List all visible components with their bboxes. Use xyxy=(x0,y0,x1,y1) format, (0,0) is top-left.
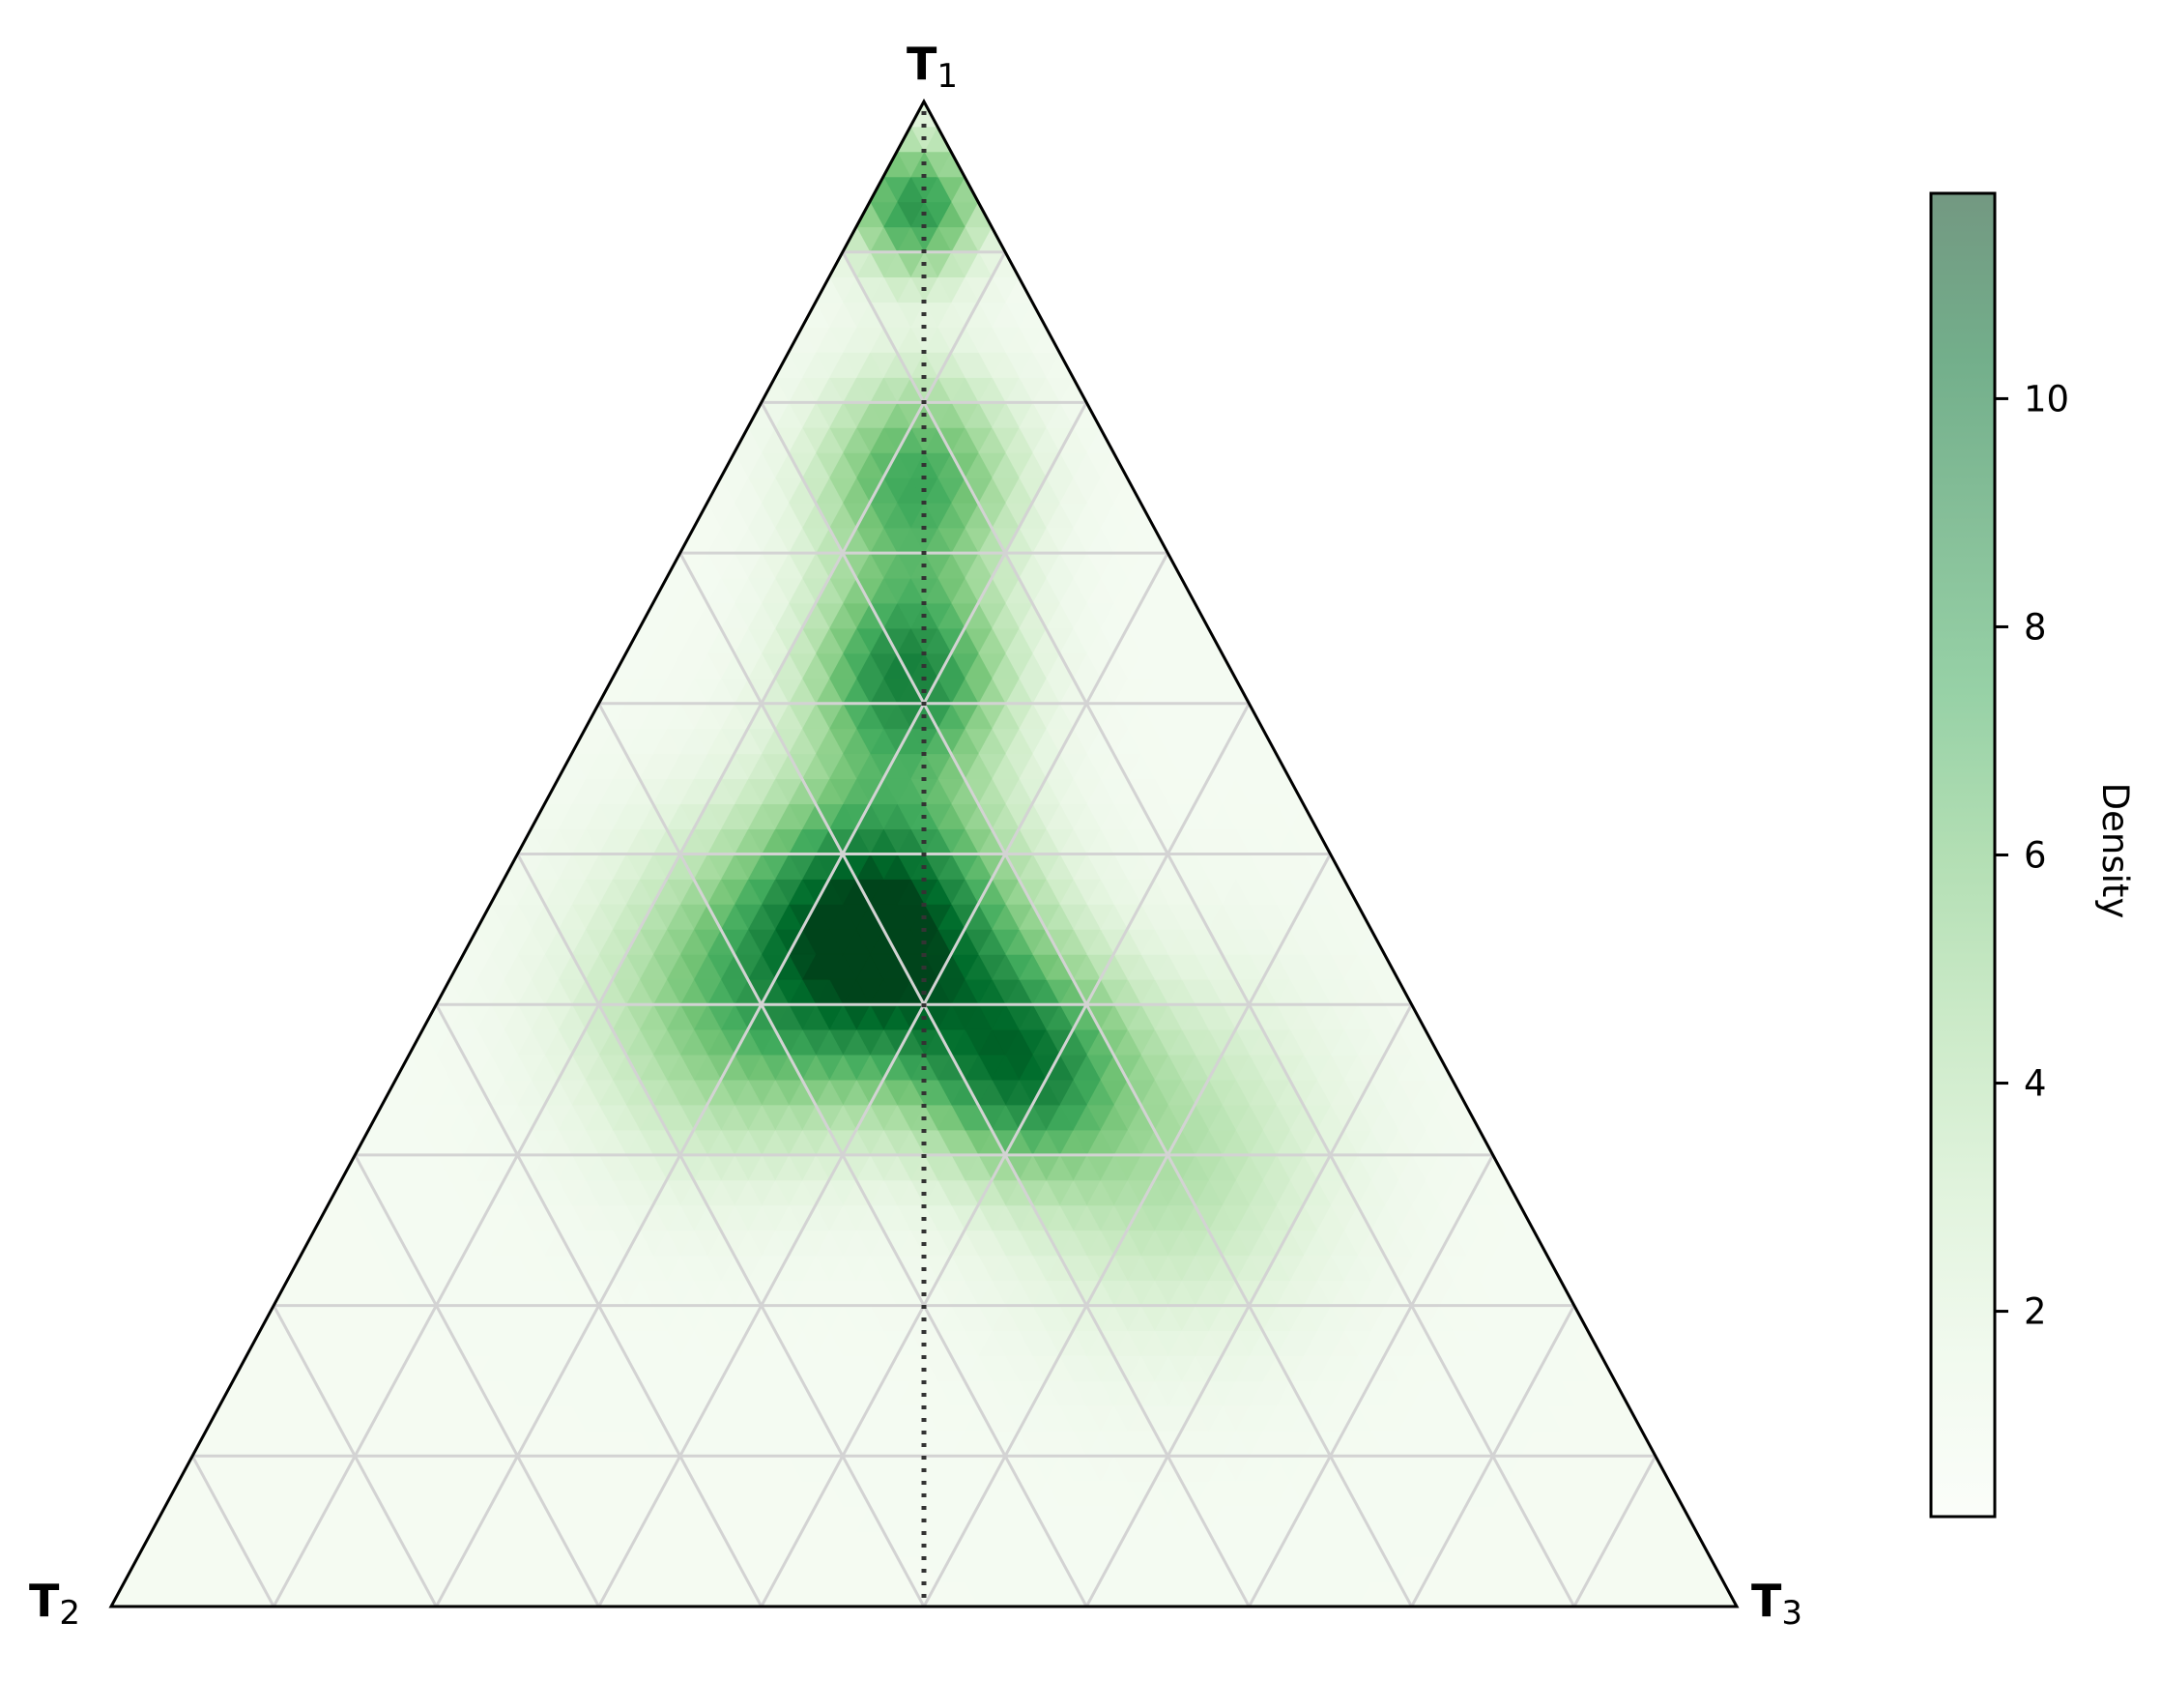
vertex-t3-letter: T xyxy=(1751,1575,1782,1627)
vertex-t1-subscript: 1 xyxy=(936,57,958,96)
colorbar: 2 4 6 8 10 Density xyxy=(1929,191,2136,1519)
vertex-t2-letter: T xyxy=(29,1575,60,1627)
colorbar-tick-label: 8 xyxy=(2024,606,2047,648)
vertex-t2-subscript: 2 xyxy=(59,1594,80,1633)
density-heatmap xyxy=(111,101,1737,1607)
vertex-t1-letter: T xyxy=(907,38,937,90)
colorbar-ticks: 2 4 6 8 10 xyxy=(1995,378,2069,1333)
colorbar-gradient xyxy=(1929,191,1997,1519)
vertex-label-t3: T3 xyxy=(1751,1575,1802,1633)
colorbar-tick-label: 4 xyxy=(2024,1063,2047,1105)
colorbar-tick-label: 10 xyxy=(2024,378,2069,420)
colorbar-tick-label: 6 xyxy=(2024,835,2047,877)
colorbar-tick-label: 2 xyxy=(2024,1291,2047,1333)
vertex-label-t2: T2 xyxy=(29,1575,80,1633)
colorbar-label: Density xyxy=(2094,783,2136,919)
vertex-label-t1: T1 xyxy=(907,38,958,96)
vertex-t3-subscript: 3 xyxy=(1781,1594,1802,1633)
